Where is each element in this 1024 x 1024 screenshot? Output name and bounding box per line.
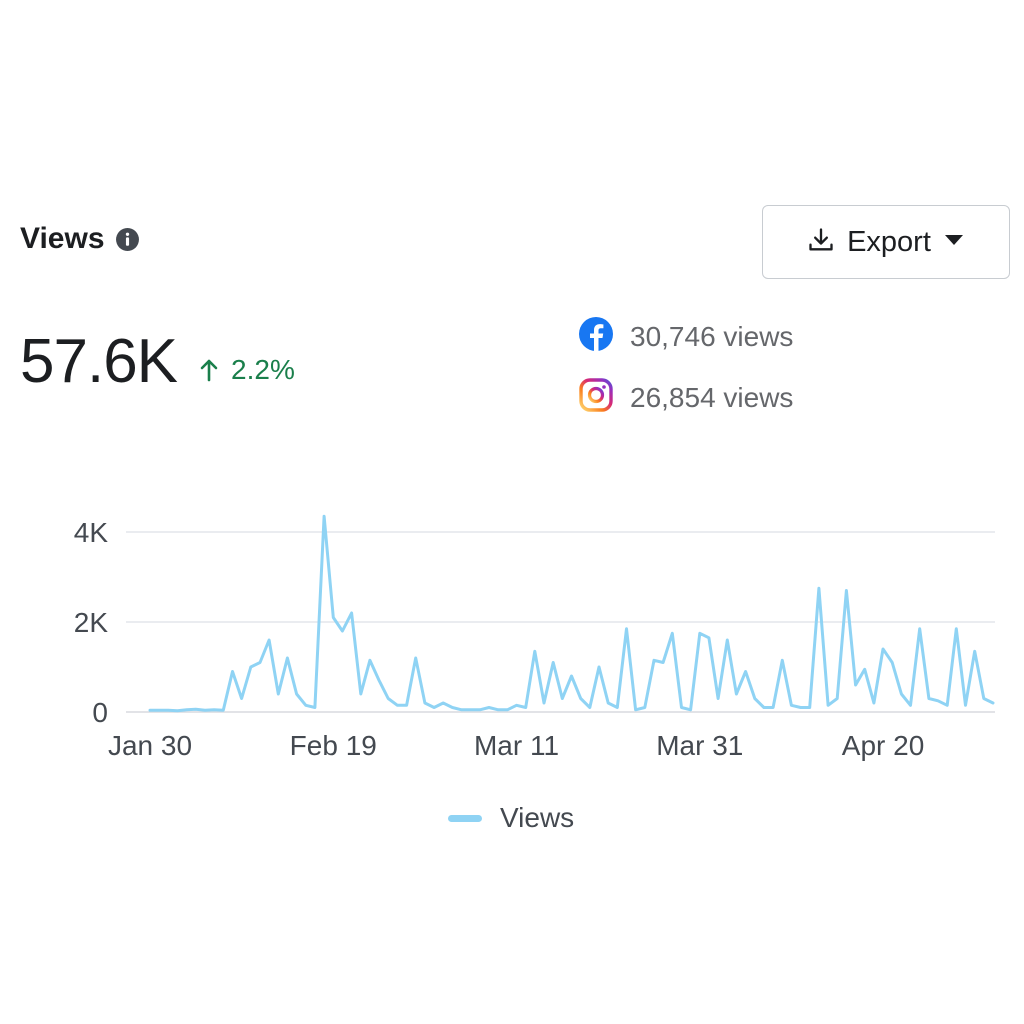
chart-legend: Views bbox=[448, 802, 574, 834]
y-tick-label: 4K bbox=[74, 517, 109, 548]
change-badge: 2.2% bbox=[199, 354, 295, 386]
export-label: Export bbox=[847, 225, 931, 258]
facebook-views: 30,746 views bbox=[630, 320, 794, 352]
x-tick-label: Apr 20 bbox=[842, 730, 925, 761]
caret-down-icon bbox=[943, 233, 965, 252]
y-tick-label: 0 bbox=[92, 697, 108, 728]
change-value: 2.2% bbox=[231, 354, 295, 385]
y-tick-label: 2K bbox=[74, 607, 109, 638]
x-tick-label: Jan 30 bbox=[108, 730, 192, 761]
legend-swatch bbox=[448, 814, 482, 822]
facebook-icon bbox=[578, 316, 614, 357]
platform-instagram: 26,854 views bbox=[578, 377, 793, 418]
instagram-views: 26,854 views bbox=[630, 381, 794, 413]
legend-label: Views bbox=[500, 802, 575, 833]
instagram-icon bbox=[578, 377, 614, 418]
x-tick-label: Feb 19 bbox=[290, 730, 377, 761]
export-button[interactable]: Export bbox=[762, 205, 1010, 279]
info-icon[interactable] bbox=[115, 227, 140, 252]
download-icon bbox=[807, 226, 835, 259]
views-line-chart: 0 2K 4K Jan 30 Feb 19 Mar 11 Mar 31 Apr 20 bbox=[74, 514, 995, 761]
summary: 57.6K 2.2% bbox=[20, 326, 295, 397]
platform-facebook: 30,746 views bbox=[578, 316, 793, 357]
x-tick-label: Mar 31 bbox=[656, 730, 743, 761]
x-tick-label: Mar 11 bbox=[474, 730, 559, 761]
views-header: Views bbox=[20, 222, 140, 256]
total-views: 57.6K bbox=[20, 327, 178, 396]
series-line-views bbox=[148, 514, 995, 713]
views-title: Views bbox=[20, 222, 105, 255]
arrow-up-icon bbox=[200, 359, 218, 382]
